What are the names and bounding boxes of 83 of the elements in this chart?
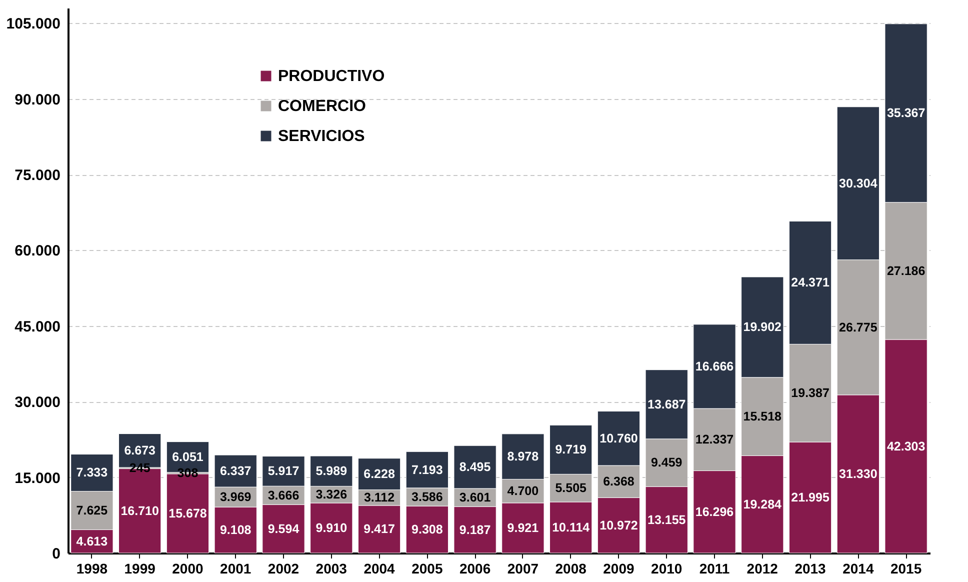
data-label: 7.193 xyxy=(412,462,443,477)
data-label: 3.112 xyxy=(364,490,395,505)
data-label: 245 xyxy=(129,461,150,476)
x-tick-label: 2000 xyxy=(172,560,204,576)
data-label: 9.921 xyxy=(507,520,539,535)
data-label: 10.972 xyxy=(600,518,638,532)
data-label: 6.368 xyxy=(603,474,634,489)
data-label: 3.601 xyxy=(459,490,491,505)
data-label: 21.995 xyxy=(791,490,830,505)
y-tick-label: 75.000 xyxy=(14,167,60,184)
y-tick-label: 45.000 xyxy=(14,318,60,336)
data-label: 16.666 xyxy=(695,359,734,374)
data-label: 8.495 xyxy=(459,460,491,474)
x-tick-label: 2014 xyxy=(842,560,874,576)
data-label: 3.586 xyxy=(412,490,443,504)
data-label: 9.108 xyxy=(220,523,252,538)
x-tick-label: 2003 xyxy=(316,560,348,576)
data-label: 19.387 xyxy=(791,386,830,400)
y-tick-label: 90.000 xyxy=(14,91,60,108)
data-label: 15.518 xyxy=(743,410,782,424)
y-tick-label: 0 xyxy=(52,546,60,562)
data-label: 8.978 xyxy=(507,450,539,464)
data-label: 4.700 xyxy=(507,484,539,498)
data-label: 308 xyxy=(177,466,198,480)
x-tick-label: 2015 xyxy=(890,560,922,576)
x-tick-label: 2001 xyxy=(220,560,252,576)
data-label: 9.459 xyxy=(650,456,682,470)
legend-label: PRODUCTIVO xyxy=(278,68,385,85)
data-label: 19.284 xyxy=(743,497,782,512)
x-tick-label: 2012 xyxy=(746,560,778,576)
data-label: 7.625 xyxy=(76,503,108,518)
data-label: 5.505 xyxy=(555,481,587,496)
data-label: 3.969 xyxy=(220,490,252,504)
x-tick-label: 1998 xyxy=(76,560,108,576)
data-label: 26.775 xyxy=(839,320,878,334)
x-tick-label: 2004 xyxy=(364,560,396,576)
data-label: 7.333 xyxy=(76,466,108,480)
data-label: 9.308 xyxy=(412,522,443,537)
data-label: 9.594 xyxy=(268,522,300,536)
x-tick-label: 2011 xyxy=(699,560,730,576)
data-label: 5.917 xyxy=(268,464,300,478)
x-tick-label: 2005 xyxy=(412,560,443,576)
data-label: 31.330 xyxy=(839,466,878,481)
data-label: 13.687 xyxy=(647,397,686,412)
data-label: 9.719 xyxy=(555,442,587,457)
x-tick-label: 1999 xyxy=(124,560,156,576)
data-label: 42.303 xyxy=(886,439,926,454)
y-tick-label: 60.000 xyxy=(14,242,60,260)
x-tick-label: 2010 xyxy=(651,560,682,576)
x-tick-label: 2007 xyxy=(507,560,539,576)
data-label: 6.673 xyxy=(124,444,156,458)
legend-label: SERVICIOS xyxy=(278,128,366,145)
data-label: 9.187 xyxy=(459,522,491,537)
data-label: 10.760 xyxy=(600,431,638,446)
legend-label: COMERCIO xyxy=(278,98,366,115)
x-tick-label: 2008 xyxy=(555,560,587,576)
data-label: 10.114 xyxy=(552,520,590,534)
data-label: 3.326 xyxy=(316,488,348,502)
data-label: 6.228 xyxy=(364,467,395,482)
data-label: 16.296 xyxy=(695,504,734,519)
data-label: 4.613 xyxy=(76,534,108,548)
data-label: 9.417 xyxy=(364,522,395,536)
data-label: 24.371 xyxy=(791,276,830,290)
x-tick-label: 2013 xyxy=(794,560,826,576)
data-label: 3.666 xyxy=(268,488,300,502)
data-label: 6.051 xyxy=(172,450,204,464)
data-label: 30.304 xyxy=(839,176,878,190)
y-tick-label: 15.000 xyxy=(14,470,60,487)
data-label: 27.186 xyxy=(886,264,926,278)
data-label: 12.337 xyxy=(695,432,734,447)
y-tick-label: 30.000 xyxy=(14,394,60,412)
data-label: 19.902 xyxy=(743,320,782,334)
data-label: 15.678 xyxy=(168,506,207,520)
data-label: 35.367 xyxy=(886,106,926,120)
data-label: 6.337 xyxy=(220,464,252,478)
y-tick-label: 105.000 xyxy=(6,16,60,33)
x-tick-label: 2009 xyxy=(603,560,635,576)
data-label: 13.155 xyxy=(647,512,686,527)
data-label: 16.710 xyxy=(120,504,159,518)
data-label: 9.910 xyxy=(316,520,348,535)
data-label: 5.989 xyxy=(316,464,348,478)
x-tick-label: 2002 xyxy=(268,560,300,576)
x-tick-label: 2006 xyxy=(459,560,491,576)
